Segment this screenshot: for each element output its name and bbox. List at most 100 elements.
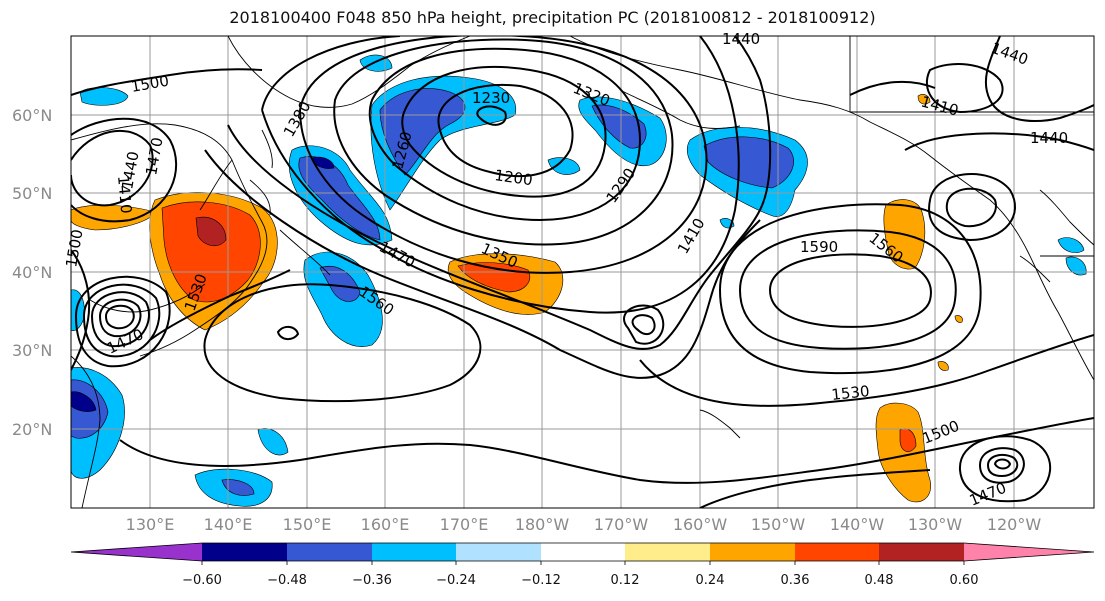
height-contour — [119, 417, 1094, 484]
height-contour — [276, 326, 300, 340]
height-contour — [298, 36, 708, 274]
lon-label: 160°W — [673, 515, 728, 534]
lon-label: 160°E — [361, 515, 410, 534]
lat-label: 40°N — [12, 263, 52, 282]
height-contour — [958, 435, 1052, 503]
contour-label: 1590 — [800, 238, 838, 256]
height-contour — [71, 68, 263, 96]
colorbar-tick-label: −0.60 — [182, 573, 222, 588]
positive-precip-area — [917, 94, 931, 105]
positive-precip-area — [161, 201, 261, 303]
lon-label: 170°W — [594, 515, 649, 534]
height-contour — [768, 253, 932, 328]
colorbar-segment — [541, 543, 625, 561]
height-contour — [978, 447, 1025, 484]
colorbar-tick-label: 0.12 — [611, 573, 640, 588]
contour-label: 1440 — [722, 30, 760, 48]
contour-label: 1200 — [493, 166, 533, 189]
height-contour — [849, 80, 936, 96]
height-contour — [986, 453, 1019, 478]
height-contour — [925, 63, 1004, 114]
height-contour — [718, 203, 982, 375]
colorbar-tick-labels: −0.60 −0.48 −0.36 −0.24 −0.12 0.12 0.24 … — [182, 573, 978, 588]
height-contour — [993, 458, 1012, 470]
colorbar-tick-label: −0.24 — [436, 573, 476, 588]
height-contour — [203, 283, 482, 403]
colorbar-tick-label: 0.60 — [950, 573, 979, 588]
height-contour — [227, 36, 772, 350]
colorbar-segment — [625, 543, 710, 561]
colorbar-segment — [710, 543, 795, 561]
colorbar-segment — [879, 543, 964, 561]
lon-label: 140°W — [830, 515, 885, 534]
colorbar-segment — [202, 543, 287, 561]
positive-precip-area — [937, 361, 949, 371]
colorbar-segment — [287, 543, 372, 561]
height-contour — [401, 66, 607, 198]
height-contour — [71, 117, 178, 223]
height-contour — [90, 291, 150, 348]
height-contour — [699, 469, 931, 508]
longitude-labels: 130°E 140°E 150°E 160°E 170°E 180°W 170°… — [126, 515, 1042, 534]
colorbar-segment — [372, 543, 456, 561]
negative-precip-area — [1065, 256, 1087, 276]
height-contour — [904, 132, 1094, 151]
map-panel — [71, 36, 1094, 508]
lon-label: 150°W — [751, 515, 806, 534]
coastlines — [71, 36, 1094, 508]
negative-precip-area — [547, 157, 581, 175]
height-contour — [149, 269, 291, 341]
colorbar-tick-label: −0.36 — [352, 573, 392, 588]
height-contour — [333, 38, 674, 246]
height-contour — [476, 105, 507, 126]
lon-label: 130°E — [126, 515, 175, 534]
contour-label: 1530 — [831, 382, 871, 404]
negative-precip-area — [591, 104, 647, 149]
height-contour — [104, 304, 135, 330]
height-contour — [928, 173, 1016, 242]
lat-label: 60°N — [12, 106, 52, 125]
lat-label: 30°N — [12, 341, 52, 360]
colorbar-tick-label: −0.48 — [267, 573, 307, 588]
contour-label: 1230 — [472, 89, 510, 107]
negative-precip-area — [298, 156, 381, 241]
contour-label: 1410 — [114, 175, 135, 215]
height-contour — [261, 36, 740, 314]
negative-precip-area — [71, 391, 97, 412]
height-contour — [639, 334, 1094, 407]
colorbar-segment — [795, 543, 879, 561]
colorbar-tick-label: 0.24 — [696, 573, 725, 588]
colorbar-segment — [456, 543, 541, 561]
lat-label: 20°N — [12, 420, 52, 439]
positive-precip-area — [954, 315, 963, 323]
colorbar-tick-label: −0.12 — [521, 573, 561, 588]
height-contour — [82, 283, 161, 358]
colorbar-tick-label: 0.36 — [781, 573, 810, 588]
height-contour — [74, 275, 171, 368]
height-contour — [623, 304, 665, 345]
lon-label: 170°E — [440, 515, 489, 534]
negative-precip-area — [319, 266, 361, 302]
positive-precip-area — [875, 402, 931, 503]
latitude-labels: 60°N 50°N 40°N 30°N 20°N — [12, 106, 52, 439]
colorbar-tick-label: 0.48 — [865, 573, 894, 588]
lat-label: 50°N — [12, 184, 52, 203]
height-contour — [368, 47, 642, 222]
colorbar-segment — [71, 543, 202, 561]
lon-label: 120°W — [987, 515, 1042, 534]
map-frame — [70, 35, 1095, 509]
height-contour — [98, 298, 142, 338]
lon-label: 130°W — [908, 515, 963, 534]
height-contours — [71, 36, 1094, 508]
colorbar-segment — [964, 543, 1094, 561]
height-contour — [71, 249, 91, 371]
height-contour — [738, 229, 957, 350]
positive-precip-area — [195, 216, 227, 247]
height-contour — [437, 84, 574, 178]
lon-label: 180°W — [515, 515, 570, 534]
height-contour — [631, 314, 656, 336]
contour-label: 1440 — [1030, 129, 1068, 147]
height-contour — [945, 187, 997, 228]
colorbar-ticks — [201, 561, 965, 565]
